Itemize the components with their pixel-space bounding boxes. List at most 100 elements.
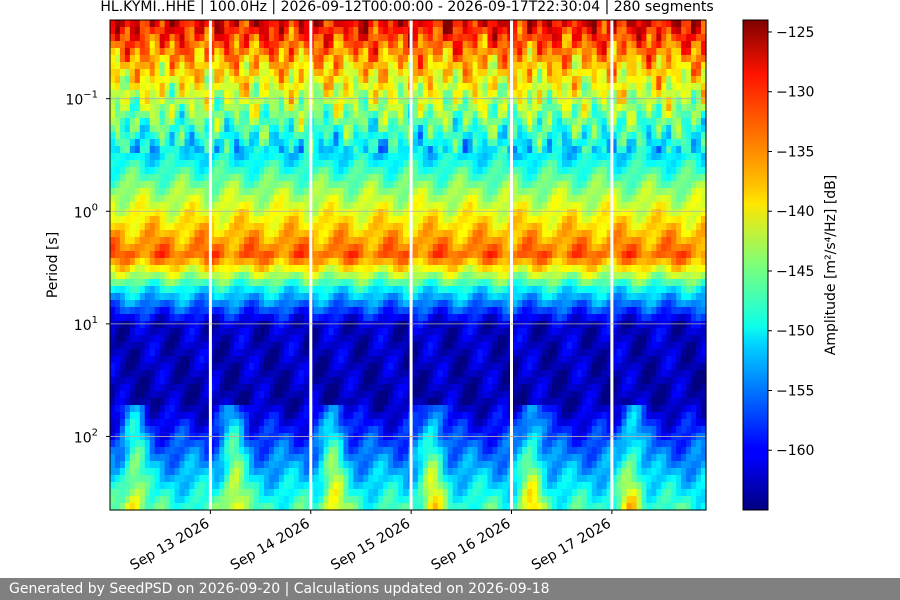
spectrogram-cell [254,216,260,224]
spectrogram-cell [154,223,161,231]
spectrogram-cell [363,111,369,119]
spectrogram-cell [626,202,633,210]
spectrogram-cell [129,258,136,266]
spectrogram-cell [209,265,215,273]
spectrogram-cell [497,258,503,266]
spectrogram-cell [547,202,553,210]
spectrogram-cell [298,104,305,112]
spectrogram-cell [561,139,568,147]
spectrogram-cell [462,97,469,105]
spectrogram-cell [427,223,434,231]
spectrogram-cell [691,34,697,42]
spectrogram-cell [696,62,702,70]
spectrogram-cell [676,230,682,238]
spectrogram-cell [124,125,131,133]
spectrogram-cell [169,83,176,91]
spectrogram-cell [552,251,558,259]
spectrogram-cell [696,139,702,147]
spectrogram-cell [303,300,310,308]
spectrogram-cell [219,55,225,63]
spectrogram-cell [527,27,533,35]
spectrogram-cell [358,62,364,70]
spectrogram-cell [601,146,608,154]
spectrogram-cell [502,153,508,161]
spectrogram-cell [164,167,171,175]
spectrogram-cell [601,104,608,112]
spectrogram-cell [581,188,588,196]
spectrogram-cell [174,265,181,273]
spectrogram-cell [169,174,176,182]
spectrogram-cell [189,41,196,49]
spectrogram-cell [224,146,230,154]
spectrogram-cell [283,181,290,189]
spectrogram-cell [566,216,573,224]
spectrogram-cell [581,97,588,105]
spectrogram-cell [452,69,459,77]
spectrogram-cell [124,174,131,182]
spectrogram-cell [512,237,518,245]
spectrogram-cell [636,104,643,112]
spectrogram-cell [393,111,399,119]
spectrogram-cell [696,293,702,301]
spectrogram-cell [338,286,345,294]
spectrogram-cell [457,160,464,168]
spectrogram-cell [641,90,647,98]
spectrogram-cell [278,237,285,245]
spectrogram-cell [606,48,613,56]
spectrogram-cell [601,27,608,35]
spectrogram-cell [656,104,662,112]
spectrogram-cell [169,258,176,266]
spectrogram-cell [199,300,205,308]
spectrogram-cell [472,286,479,294]
spectrogram-cell [164,265,171,273]
spectrogram-cell [224,125,230,133]
spectrogram-cell [686,146,692,154]
spectrogram-cell [328,279,335,287]
spectrogram-cell [373,293,379,301]
spectrogram-cell [696,146,702,154]
spectrogram-cell [462,286,469,294]
spectrogram-cell [313,153,320,161]
spectrogram-cell [393,90,399,98]
spectrogram-cell [358,188,364,196]
spectrogram-cell [114,139,121,147]
spectrogram-cell [656,279,662,287]
spectrogram-cell [641,202,647,210]
spectrogram-cell [174,48,181,56]
spectrogram-cell [114,41,121,49]
spectrogram-cell [626,90,633,98]
spectrogram-cell [343,83,349,91]
spectrogram-cell [686,195,692,203]
spectrogram-cell [139,244,146,252]
spectrogram-cell [477,286,484,294]
spectrogram-cell [204,209,210,217]
spectrogram-cell [119,76,126,84]
spectrogram-cell [194,146,200,154]
spectrogram-cell [234,34,240,42]
spectrogram-cell [661,34,667,42]
spectrogram-cell [561,265,568,273]
spectrogram-cell [537,76,543,84]
spectrogram-cell [358,76,364,84]
spectrogram-cell [547,97,553,105]
spectrogram-cell [110,300,116,308]
spectrogram-cell [179,48,186,56]
spectrogram-cell [661,237,667,245]
spectrogram-cell [417,286,424,294]
spectrogram-cell [586,132,593,140]
spectrogram-cell [467,62,474,70]
spectrogram-cell [651,279,657,287]
spectrogram-cell [323,139,330,147]
spectrogram-cell [283,104,290,112]
spectrogram-cell [373,279,379,287]
spectrogram-cell [343,202,349,210]
spectrogram-cell [636,62,643,70]
spectrogram-cell [452,41,459,49]
spectrogram-cell [114,307,121,315]
spectrogram-cell [139,132,146,140]
spectrogram-cell [472,258,479,266]
spectrogram-cell [144,188,151,196]
spectrogram-cell [343,286,349,294]
spectrogram-cell [348,41,354,49]
spectrogram-cell [368,62,374,70]
